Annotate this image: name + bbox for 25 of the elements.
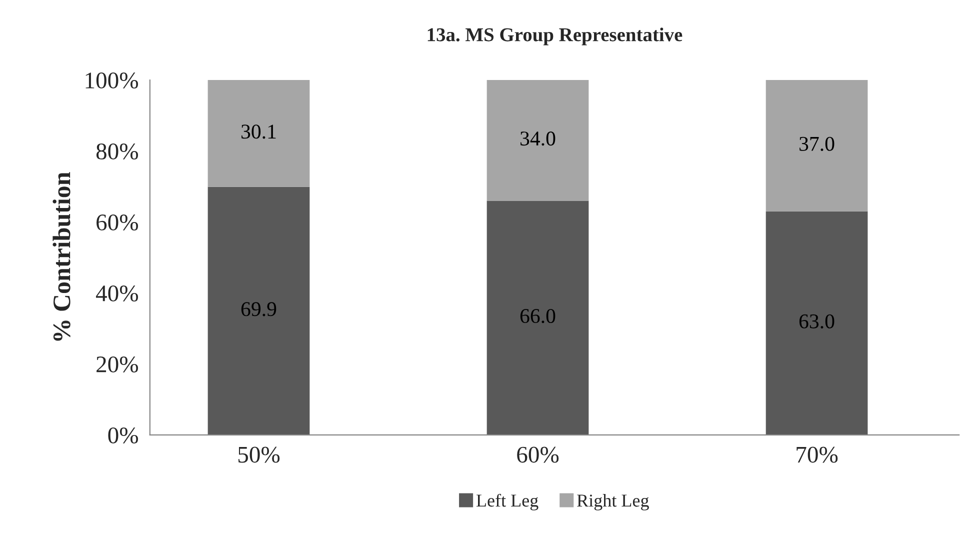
legend-label: Left Leg bbox=[476, 494, 538, 510]
legend-label: Right Leg bbox=[577, 494, 649, 510]
data-label: 37.0 bbox=[800, 136, 834, 151]
x-tick-label: 70% bbox=[796, 446, 838, 463]
x-tick-label: 50% bbox=[238, 446, 280, 463]
y-tick-label: 20% bbox=[96, 356, 138, 372]
data-label: 34.0 bbox=[520, 132, 556, 146]
y-tick-label: 80% bbox=[96, 143, 138, 160]
bar bbox=[766, 211, 868, 435]
bar bbox=[208, 80, 310, 187]
bar bbox=[208, 186, 310, 435]
data-label: 63.0 bbox=[799, 314, 834, 328]
bar bbox=[486, 200, 589, 435]
data-label: 30.1 bbox=[242, 124, 276, 139]
x-tick-label: 60% bbox=[517, 446, 559, 463]
y-tick-label: 0% bbox=[108, 427, 138, 444]
chart-title: 13a. MS Group Representative bbox=[428, 28, 682, 46]
y-axis-title: % Contribution bbox=[52, 172, 70, 341]
y-tick-label: 60% bbox=[96, 214, 138, 230]
y-tick-label: 40% bbox=[96, 285, 138, 302]
bar bbox=[766, 80, 868, 212]
data-label: 66.0 bbox=[520, 308, 556, 324]
data-label: 69.9 bbox=[241, 302, 276, 316]
bar bbox=[486, 80, 589, 201]
y-tick-label: 100% bbox=[86, 72, 138, 89]
